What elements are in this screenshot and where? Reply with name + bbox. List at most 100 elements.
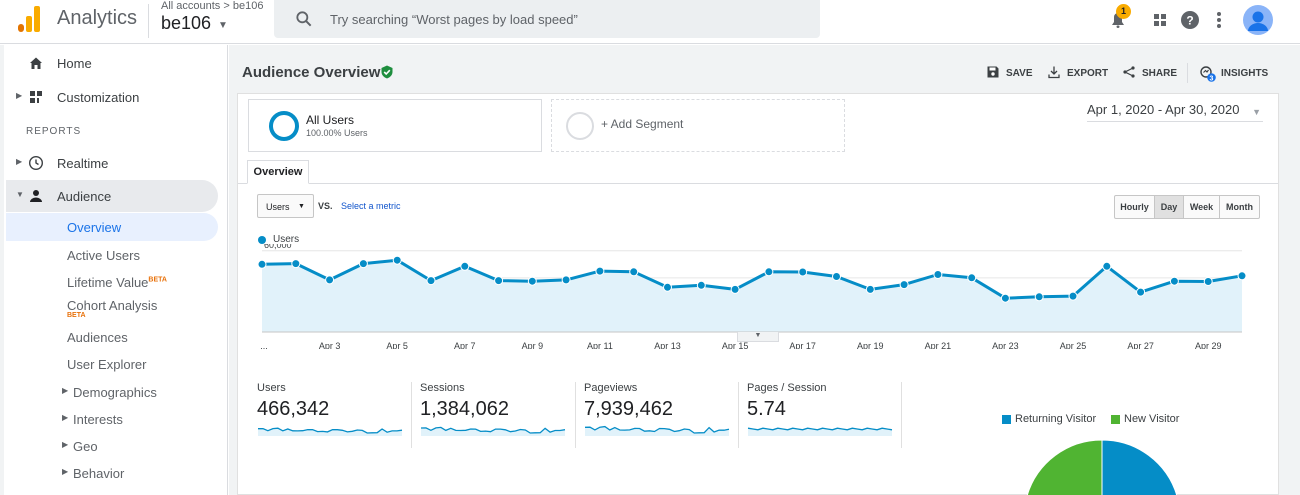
data-point[interactable] xyxy=(1136,287,1146,297)
sidebar-subitem-label: Active Users xyxy=(67,248,140,263)
insights-icon: 3 xyxy=(1200,66,1216,82)
data-point[interactable] xyxy=(257,259,267,269)
export-button[interactable]: EXPORT xyxy=(1047,65,1108,83)
share-label: SHARE xyxy=(1142,68,1178,79)
sidebar-subitem-label: Audiences xyxy=(67,330,128,345)
apps-grid-icon[interactable] xyxy=(1146,6,1174,34)
kpi-sessions[interactable]: Sessions 1,384,062 xyxy=(420,382,570,452)
kpi-users[interactable]: Users 466,342 xyxy=(257,382,407,452)
tab-overview[interactable]: Overview xyxy=(247,160,309,184)
data-point[interactable] xyxy=(764,267,774,277)
account-breadcrumb[interactable]: All accounts > be106 xyxy=(161,0,264,12)
data-point[interactable] xyxy=(1237,271,1247,281)
add-segment-button[interactable]: + Add Segment xyxy=(551,99,845,152)
caret-right-icon[interactable]: ▶ xyxy=(62,413,69,422)
sidebar-subitem-user-explorer[interactable]: User Explorer xyxy=(6,350,218,378)
sidebar-subitem-label-group: Lifetime ValueBETA xyxy=(67,275,167,290)
sidebar-subitem-geo[interactable]: ▶ Geo xyxy=(6,432,218,459)
account-selector[interactable]: be106 xyxy=(161,13,212,33)
search-box[interactable] xyxy=(274,0,820,38)
sidebar-subitem-interests[interactable]: ▶ Interests xyxy=(6,405,218,432)
notification-badge: 1 xyxy=(1116,4,1131,19)
data-point[interactable] xyxy=(1203,277,1213,286)
kpi-sparkline xyxy=(420,426,566,436)
sidebar-item-realtime[interactable]: ▶ Realtime xyxy=(6,147,218,179)
x-tick-label: Apr 21 xyxy=(925,341,952,349)
data-point[interactable] xyxy=(1068,291,1078,301)
help-icon[interactable]: ? xyxy=(1176,6,1204,34)
sidebar-subitem-label: Behavior xyxy=(73,466,125,481)
data-point[interactable] xyxy=(358,259,368,269)
sidebar-item-home[interactable]: Home xyxy=(6,47,218,79)
caret-down-icon[interactable]: ▼ xyxy=(16,190,24,199)
caret-right-icon[interactable]: ▶ xyxy=(62,440,69,449)
data-point[interactable] xyxy=(798,267,808,277)
share-button[interactable]: SHARE xyxy=(1122,65,1177,83)
x-tick-label: Apr 11 xyxy=(587,341,613,349)
kpi-value: 5.74 xyxy=(747,398,786,420)
x-tick-label: Apr 13 xyxy=(654,341,681,349)
caret-right-icon[interactable]: ▶ xyxy=(16,157,23,166)
legend-label: New Visitor xyxy=(1124,413,1180,425)
sidebar-subitem-overview[interactable]: Overview xyxy=(6,213,218,241)
divider xyxy=(1187,63,1188,83)
caret-right-icon[interactable]: ▶ xyxy=(62,467,69,476)
data-point[interactable] xyxy=(325,275,335,285)
date-range-picker[interactable]: Apr 1, 2020 - Apr 30, 2020 ▼ xyxy=(1087,102,1263,122)
analytics-logo-icon[interactable] xyxy=(18,6,42,32)
more-vert-icon[interactable] xyxy=(1205,6,1233,34)
notifications-bell-icon[interactable]: 1 xyxy=(1104,4,1132,34)
caret-right-icon[interactable]: ▶ xyxy=(62,386,69,395)
sidebar-subitem-cohort-analysis[interactable]: Cohort Analysis BETA xyxy=(6,291,218,319)
data-point[interactable] xyxy=(527,276,537,286)
data-point[interactable] xyxy=(392,255,402,265)
main-content: Audience Overview SAVE EXPORT SHARE 3 IN… xyxy=(229,45,1300,495)
data-point[interactable] xyxy=(967,273,977,283)
data-point[interactable] xyxy=(933,270,943,279)
sidebar-item-customization[interactable]: ▶ Customization xyxy=(6,81,218,113)
sidebar-subitem-demographics[interactable]: ▶ Demographics xyxy=(6,378,218,405)
granularity-hourly-button[interactable]: Hourly xyxy=(1115,196,1155,218)
collapse-chart-tab[interactable]: ▼ xyxy=(737,332,779,342)
data-point[interactable] xyxy=(1000,293,1010,303)
metric-select[interactable]: Users ▼ xyxy=(257,194,314,218)
data-point[interactable] xyxy=(561,275,571,285)
data-point[interactable] xyxy=(426,276,436,286)
sidebar-subitem-audiences[interactable]: Audiences xyxy=(6,323,218,351)
insights-button[interactable]: 3 INSIGHTS xyxy=(1199,65,1269,83)
sidebar-item-audience[interactable]: ▼ Audience xyxy=(6,180,218,212)
data-point[interactable] xyxy=(494,276,504,286)
sidebar-subitem-lifetime-value[interactable]: Lifetime ValueBETA xyxy=(6,268,218,296)
granularity-day-button[interactable]: Day xyxy=(1155,196,1184,218)
granularity-week-button[interactable]: Week xyxy=(1184,196,1220,218)
data-point[interactable] xyxy=(595,266,605,276)
kpi-pages-per-session[interactable]: Pages / Session 5.74 xyxy=(747,382,897,452)
sidebar-subitem-active-users[interactable]: Active Users xyxy=(6,241,218,269)
data-point[interactable] xyxy=(696,280,706,290)
data-point[interactable] xyxy=(730,284,740,294)
granularity-month-button[interactable]: Month xyxy=(1226,202,1253,212)
segment-all-users[interactable]: All Users 100.00% Users xyxy=(248,99,542,152)
data-point[interactable] xyxy=(899,280,909,290)
data-point[interactable] xyxy=(291,259,301,269)
data-point[interactable] xyxy=(663,282,672,292)
avatar[interactable] xyxy=(1242,4,1274,36)
search-input[interactable] xyxy=(330,8,800,30)
caret-down-icon[interactable]: ▼ xyxy=(218,20,228,31)
data-point[interactable] xyxy=(1102,261,1112,271)
kpi-pageviews[interactable]: Pageviews 7,939,462 xyxy=(584,382,734,452)
caret-right-icon[interactable]: ▶ xyxy=(16,91,23,100)
data-point[interactable] xyxy=(865,284,875,294)
pie-slice-returning-visitor[interactable] xyxy=(1101,440,1178,495)
data-point[interactable] xyxy=(1034,292,1044,302)
select-metric-link[interactable]: Select a metric xyxy=(341,201,401,211)
data-point[interactable] xyxy=(460,261,470,271)
data-point[interactable] xyxy=(832,272,841,281)
data-point[interactable] xyxy=(629,267,639,277)
save-button[interactable]: SAVE xyxy=(986,65,1036,83)
data-point[interactable] xyxy=(1169,276,1179,286)
top-bar: Analytics All accounts > be106 be106 ▼ 1… xyxy=(0,0,1300,44)
kpi-value: 7,939,462 xyxy=(584,398,673,420)
sidebar-subitem-behavior[interactable]: ▶ Behavior xyxy=(6,459,218,486)
pie-slice-new-visitor[interactable] xyxy=(1026,440,1103,495)
